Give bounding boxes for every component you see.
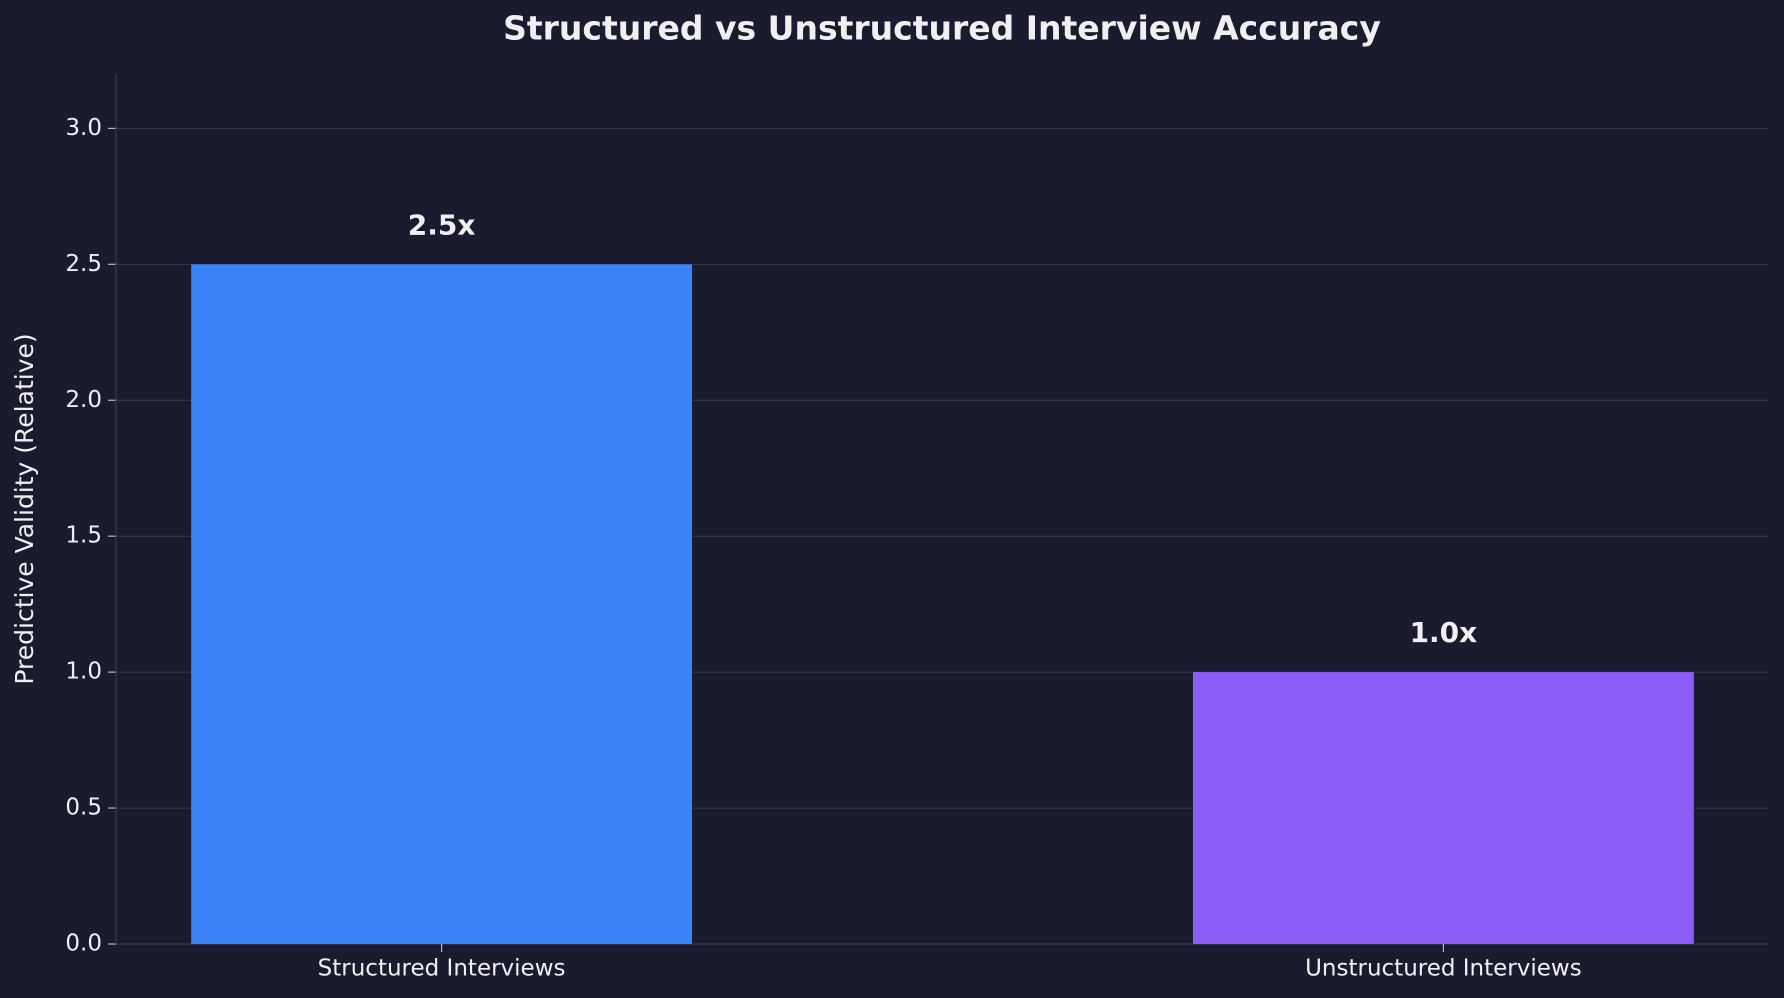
bar <box>191 264 693 944</box>
y-tick-label: 1.0 <box>65 659 102 685</box>
value-label: 2.5x <box>408 208 476 241</box>
y-tick-label: 1.5 <box>65 523 102 549</box>
x-tick-label: Unstructured Interviews <box>1305 956 1582 982</box>
y-tick-label: 3.0 <box>65 115 102 141</box>
y-tick-label: 2.5 <box>65 251 102 277</box>
y-tick-label: 2.0 <box>65 387 102 413</box>
value-label: 1.0x <box>1410 616 1478 649</box>
y-tick-label: 0.5 <box>65 795 102 821</box>
y-axis-label: Predictive Validity (Relative) <box>10 333 39 684</box>
x-tick-label: Structured Interviews <box>318 956 566 982</box>
y-tick-label: 0.0 <box>65 931 102 957</box>
bar <box>1192 672 1694 944</box>
chart-title: Structured vs Unstructured Interview Acc… <box>503 9 1381 48</box>
